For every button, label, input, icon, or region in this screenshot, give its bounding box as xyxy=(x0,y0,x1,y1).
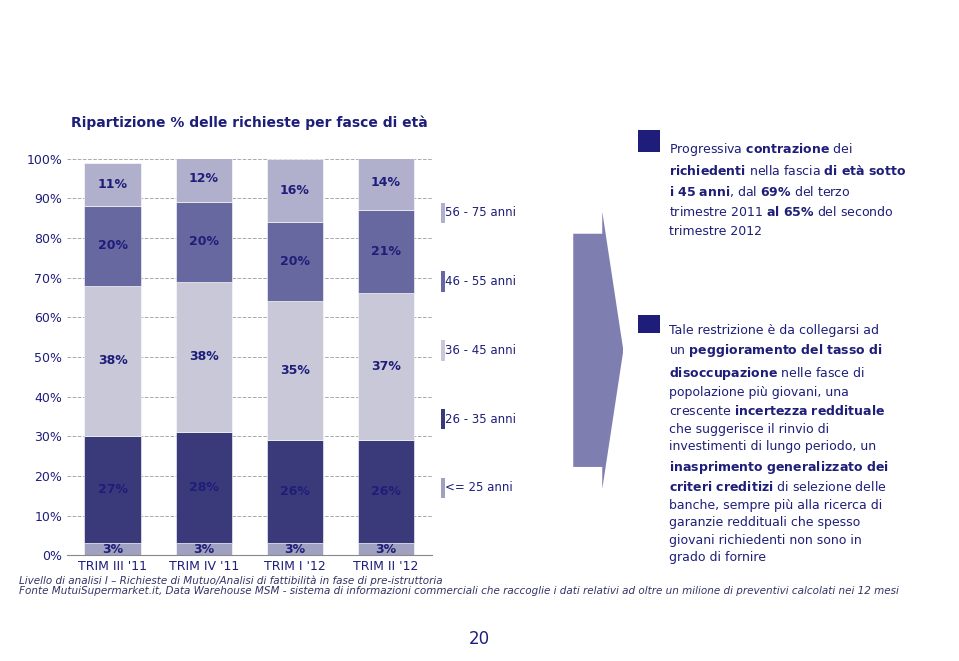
Bar xyxy=(267,159,323,222)
Text: 36 - 45 anni: 36 - 45 anni xyxy=(445,344,516,357)
Text: Progressiva $\bf{contrazione}$ dei
$\bf{richiedenti}$ nella fascia $\bf{di\ età\: Progressiva $\bf{contrazione}$ dei $\bf{… xyxy=(669,141,906,238)
Text: 12%: 12% xyxy=(189,172,219,185)
Text: 37%: 37% xyxy=(371,360,401,373)
Text: 26 - 35 anni: 26 - 35 anni xyxy=(445,412,516,426)
Text: 20: 20 xyxy=(469,630,490,648)
Text: Livello di analisi I – Richieste di Mutuo/Analisi di fattibilità in fase di pre-: Livello di analisi I – Richieste di Mutu… xyxy=(19,575,443,586)
Bar xyxy=(175,155,232,202)
Bar xyxy=(358,440,414,543)
Bar xyxy=(441,202,445,223)
Text: 3%: 3% xyxy=(193,543,215,556)
Text: 11%: 11% xyxy=(98,178,128,191)
Bar xyxy=(441,477,445,498)
Bar xyxy=(358,543,414,555)
Bar xyxy=(267,543,323,555)
Bar xyxy=(267,301,323,440)
Bar xyxy=(84,436,141,543)
Text: Tale restrizione è da collegarsi ad
un $\bf{peggioramento\ del\ tasso\ di}$
$\bf: Tale restrizione è da collegarsi ad un $… xyxy=(669,324,888,564)
Bar xyxy=(267,222,323,301)
Text: 20%: 20% xyxy=(98,239,128,253)
Text: Andamento richieste di Mutui per fasce di età: Andamento richieste di Mutui per fasce d… xyxy=(21,31,633,57)
Bar xyxy=(175,543,232,555)
Text: 26%: 26% xyxy=(371,485,401,498)
Bar xyxy=(441,271,445,292)
Bar xyxy=(358,155,414,210)
Text: 46 - 55 anni: 46 - 55 anni xyxy=(445,275,516,288)
Bar xyxy=(441,340,445,361)
Text: 27%: 27% xyxy=(98,483,128,496)
Bar xyxy=(84,286,141,436)
Bar xyxy=(175,432,232,543)
Polygon shape xyxy=(573,212,623,489)
Text: 38%: 38% xyxy=(189,350,219,364)
Text: 56 - 75 anni: 56 - 75 anni xyxy=(445,206,516,219)
Bar xyxy=(175,282,232,432)
Bar xyxy=(267,440,323,543)
Text: 3%: 3% xyxy=(375,543,397,556)
Text: Fonte MutuiSupermarket.it, Data Warehouse MSM - sistema di informazioni commerci: Fonte MutuiSupermarket.it, Data Warehous… xyxy=(19,586,899,596)
Text: 20%: 20% xyxy=(189,235,219,249)
Bar xyxy=(441,408,445,430)
Bar xyxy=(638,315,660,332)
Bar xyxy=(84,543,141,555)
Text: Ripartizione % delle richieste per fasce di età: Ripartizione % delle richieste per fasce… xyxy=(71,115,428,130)
Text: 21%: 21% xyxy=(371,245,401,258)
Text: 28%: 28% xyxy=(189,481,219,494)
Text: 14%: 14% xyxy=(371,176,401,189)
Text: 26%: 26% xyxy=(280,485,310,498)
Text: 20%: 20% xyxy=(280,255,310,268)
Text: 16%: 16% xyxy=(280,184,310,197)
Bar xyxy=(84,163,141,206)
Bar xyxy=(638,130,660,151)
Bar xyxy=(358,210,414,293)
Bar xyxy=(84,206,141,286)
Text: 38%: 38% xyxy=(98,354,128,368)
Bar xyxy=(358,293,414,440)
Text: 35%: 35% xyxy=(280,364,310,377)
Text: <= 25 anni: <= 25 anni xyxy=(445,481,513,494)
Bar xyxy=(175,202,232,282)
Text: 3%: 3% xyxy=(284,543,306,556)
Text: 3%: 3% xyxy=(102,543,124,556)
